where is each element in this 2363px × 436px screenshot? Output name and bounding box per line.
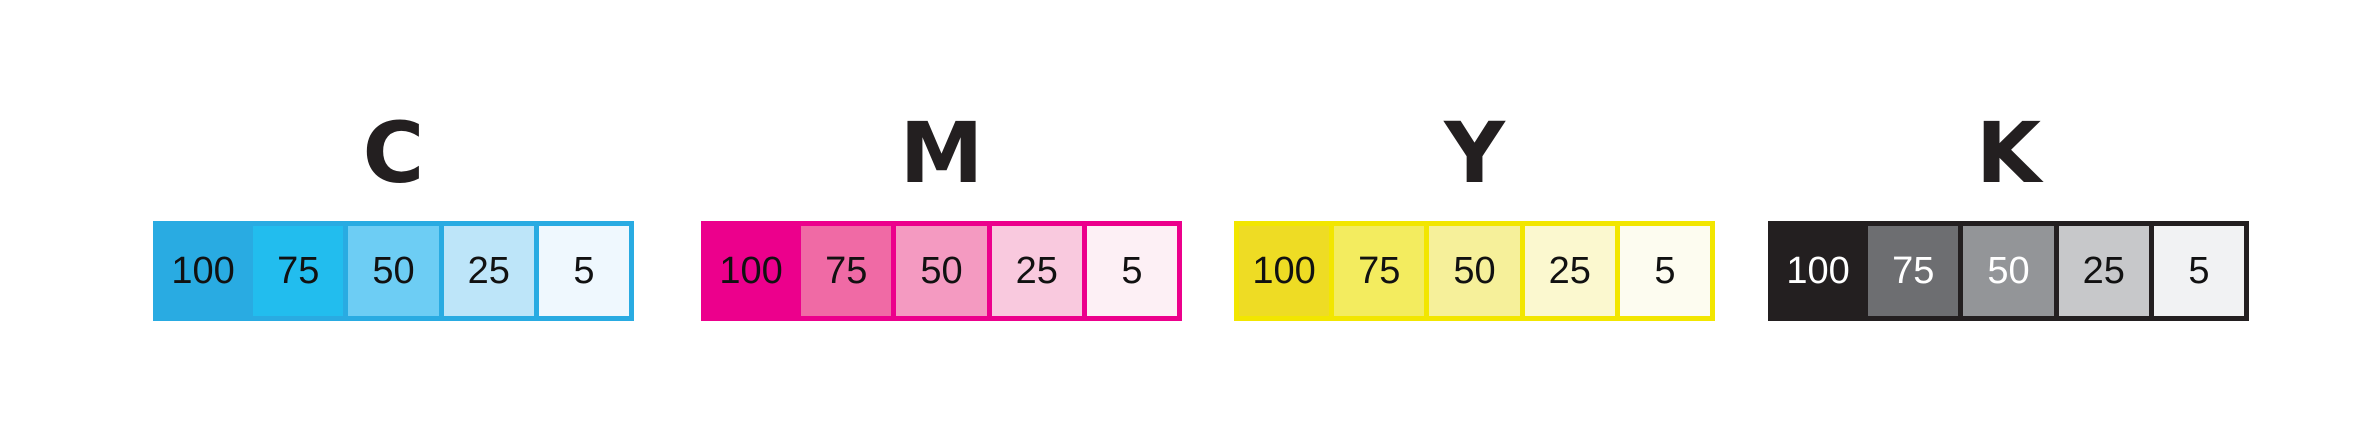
channel-letter: C <box>362 104 425 202</box>
swatch-cell: 5 <box>1619 226 1711 316</box>
swatch-cell: 100 <box>158 226 249 316</box>
channel-letter: M <box>899 104 984 202</box>
swatch-cell: 100 <box>1239 226 1330 316</box>
swatch-cell: 75 <box>1334 226 1425 316</box>
channel-letter: K <box>1975 104 2042 202</box>
swatch-cell: 100 <box>1773 226 1864 316</box>
swatch-strip: 100 75 50 25 5 <box>153 221 634 321</box>
channel-letter: Y <box>1444 104 1505 202</box>
swatch-cell: 50 <box>896 226 987 316</box>
swatch-cell: 75 <box>1868 226 1959 316</box>
swatch-cell: 100 <box>706 226 797 316</box>
swatch-cell: 5 <box>538 226 630 316</box>
swatch-cell: 25 <box>991 226 1082 316</box>
swatch-cell: 50 <box>1429 226 1520 316</box>
swatch-cell: 50 <box>348 226 439 316</box>
swatch-cell: 25 <box>1524 226 1615 316</box>
swatch-strip: 100 75 50 25 5 <box>1234 221 1715 321</box>
swatch-strip: 100 75 50 25 5 <box>701 221 1182 321</box>
swatch-cell: 50 <box>1963 226 2054 316</box>
swatch-group-m: M 100 75 50 25 5 <box>701 0 1182 436</box>
swatch-cell: 75 <box>253 226 344 316</box>
swatch-strip: 100 75 50 25 5 <box>1768 221 2249 321</box>
swatch-group-k: K 100 75 50 25 5 <box>1768 0 2249 436</box>
swatch-group-c: C 100 75 50 25 5 <box>153 0 634 436</box>
swatch-cell: 5 <box>2153 226 2245 316</box>
swatch-group-y: Y 100 75 50 25 5 <box>1234 0 1715 436</box>
swatch-cell: 75 <box>801 226 892 316</box>
swatch-cell: 25 <box>2058 226 2149 316</box>
swatch-cell: 25 <box>443 226 534 316</box>
swatch-cell: 5 <box>1086 226 1178 316</box>
